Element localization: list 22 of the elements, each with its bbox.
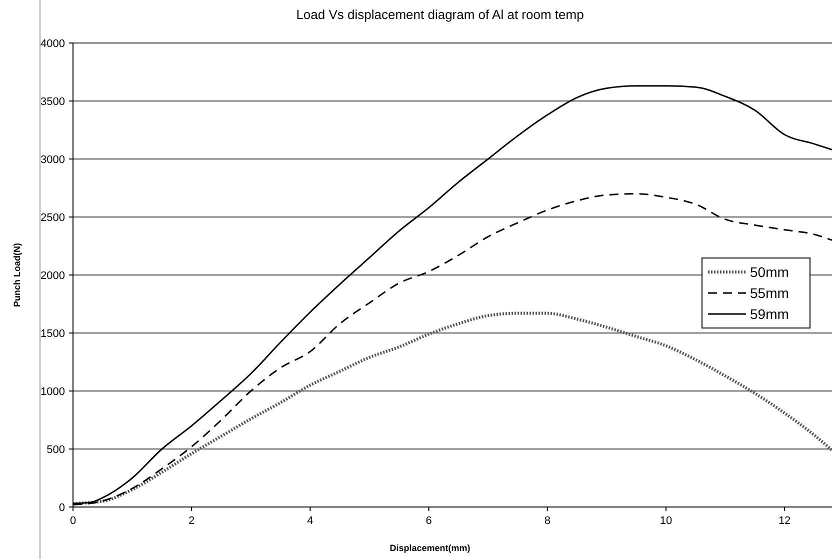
x-tick-label: 4 <box>307 515 314 527</box>
legend-label: 50mm <box>750 264 789 280</box>
y-tick-label: 0 <box>58 502 65 514</box>
x-tick-label: 0 <box>70 515 76 527</box>
y-tick-label: 4000 <box>40 38 65 50</box>
legend-label: 55mm <box>750 285 789 301</box>
y-tick-label: 2500 <box>40 212 65 224</box>
x-tick-label: 8 <box>544 515 550 527</box>
x-tick-label: 12 <box>778 515 791 527</box>
x-axis-title: Displacement(mm) <box>390 543 470 553</box>
x-tick-label: 6 <box>426 515 432 527</box>
y-tick-label: 3000 <box>40 154 65 166</box>
y-tick-label: 3500 <box>40 96 65 108</box>
y-tick-label: 2000 <box>40 270 65 282</box>
y-axis-title: Punch Load(N) <box>12 243 22 307</box>
chart-title: Load Vs displacement diagram of Al at room temp <box>296 7 584 22</box>
legend-label: 59mm <box>750 306 789 322</box>
x-tick-label: 10 <box>660 515 672 527</box>
y-tick-label: 500 <box>46 444 65 456</box>
x-tick-label: 2 <box>188 515 195 527</box>
y-tick-label: 1000 <box>40 386 65 398</box>
y-tick-label: 1500 <box>40 328 65 340</box>
